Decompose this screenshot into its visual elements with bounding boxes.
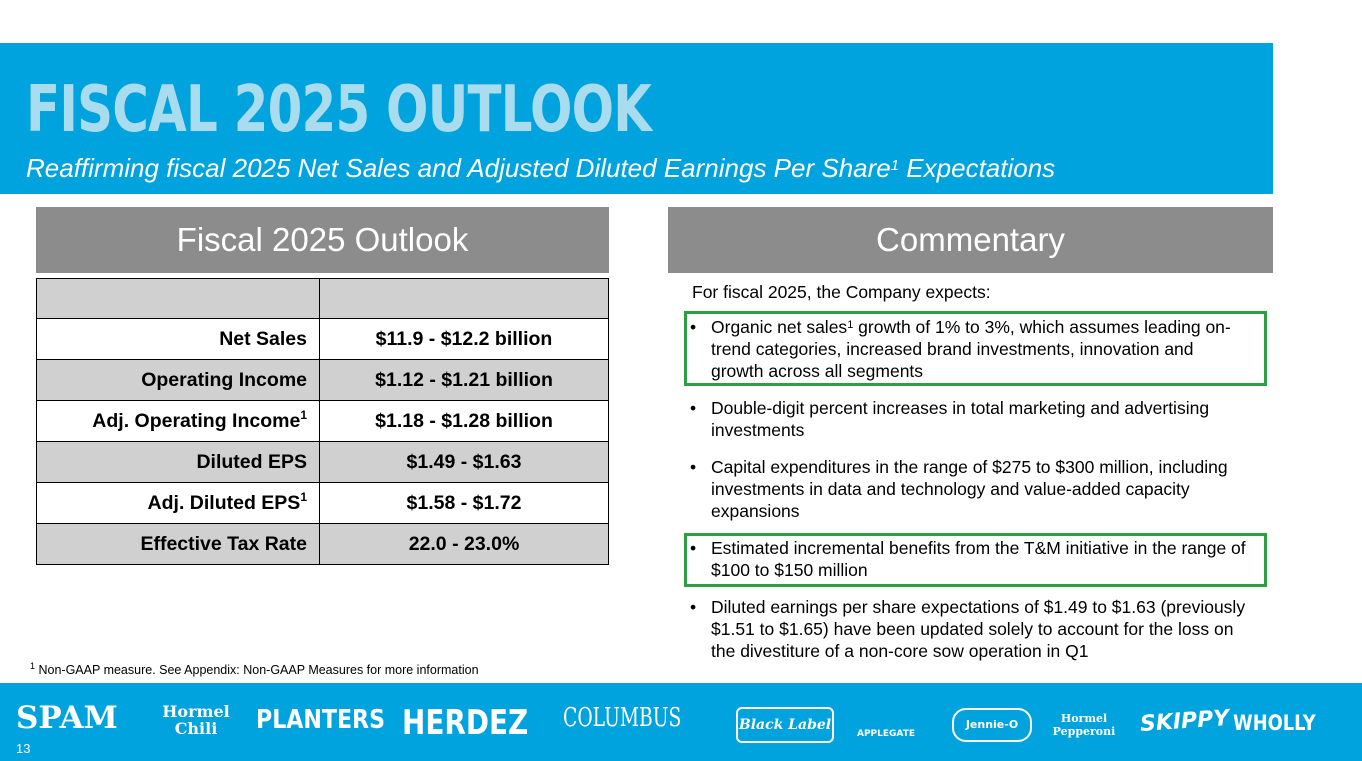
footnote-marker: 1 — [30, 661, 36, 671]
row-value: $1.18 - $1.28 billion — [319, 400, 609, 442]
planters-logo: PLANTERS — [256, 705, 385, 735]
table-row: Operating Income $1.12 - $1.21 billion — [36, 359, 609, 401]
herdez-logo: HERDEZ — [402, 703, 529, 743]
outlook-table: Net Sales $11.9 - $12.2 billion Operatin… — [36, 278, 609, 565]
table-header-row — [36, 278, 609, 319]
black-label-logo: Black Label — [736, 707, 834, 743]
bullet-text: Double-digit percent increases in total … — [711, 398, 1210, 440]
subtitle-text-end: Expectations — [899, 153, 1056, 183]
commentary-bullet: • Capital expenditures in the range of $… — [690, 456, 1250, 522]
highlight-box-tm-benefits — [684, 533, 1267, 587]
bullet-marker: • — [690, 398, 697, 418]
table-row: Adj. Diluted EPS1 $1.58 - $1.72 — [36, 482, 609, 524]
footnote-text: Non-GAAP measure. See Appendix: Non-GAAP… — [35, 663, 479, 678]
commentary-bullet: • Estimated incremental benefits from th… — [690, 537, 1250, 581]
table-row: Effective Tax Rate 22.0 - 23.0% — [36, 523, 609, 565]
bullet-marker: • — [690, 597, 697, 617]
commentary-bullet: • Double-digit percent increases in tota… — [690, 397, 1250, 441]
bullet-text: Organic net sales1 growth of 1% to 3%, w… — [711, 317, 1231, 381]
spam-logo: SPAM — [16, 700, 118, 736]
page-subtitle: Reaffirming fiscal 2025 Net Sales and Ad… — [26, 150, 1266, 186]
jennie-o-logo: Jennie-O — [952, 708, 1032, 742]
row-value: $1.58 - $1.72 — [319, 482, 609, 524]
commentary-intro: For fiscal 2025, the Company expects: — [692, 282, 991, 302]
footnote: 1 Non-GAAP measure. See Appendix: Non-GA… — [30, 661, 479, 677]
row-label: Adj. Diluted EPS1 — [36, 482, 320, 524]
row-label: Effective Tax Rate — [36, 523, 320, 565]
row-value: $1.12 - $1.21 billion — [319, 359, 609, 401]
bullet-marker: • — [690, 317, 697, 337]
brand-logo-bar — [0, 683, 1362, 761]
page-title: FISCAL 2025 OUTLOOK — [26, 73, 652, 147]
row-label: Adj. Operating Income1 — [36, 400, 320, 442]
subtitle-text: Reaffirming fiscal 2025 Net Sales and Ad… — [26, 153, 891, 183]
header-band — [0, 43, 1273, 194]
hormel-chili-logo: Hormel Chili — [162, 702, 230, 738]
applegate-logo: APPLEGATE — [857, 729, 915, 739]
bullet-text: Diluted earnings per share expectations … — [711, 597, 1246, 661]
row-label: Operating Income — [36, 359, 320, 401]
bullet-marker: • — [690, 457, 697, 477]
table-header-cell-value — [319, 278, 609, 319]
table-row: Diluted EPS $1.49 - $1.63 — [36, 441, 609, 483]
wholly-logo: WHOLLY — [1233, 711, 1316, 735]
table-row: Adj. Operating Income1 $1.18 - $1.28 bil… — [36, 400, 609, 442]
page-number: 13 — [16, 741, 31, 756]
outlook-heading: Fiscal 2025 Outlook — [36, 207, 609, 273]
subtitle-footnote-ref: 1 — [890, 157, 900, 174]
row-value: $11.9 - $12.2 billion — [319, 318, 609, 360]
table-header-cell-label — [36, 278, 320, 319]
commentary-bullet: • Diluted earnings per share expectation… — [690, 596, 1250, 662]
bullet-text: Capital expenditures in the range of $27… — [711, 457, 1228, 521]
highlight-box-organic-sales — [684, 311, 1267, 386]
commentary-bullet: • Organic net sales1 growth of 1% to 3%,… — [690, 316, 1250, 382]
row-value: $1.49 - $1.63 — [319, 441, 609, 483]
row-label: Diluted EPS — [36, 441, 320, 483]
row-value: 22.0 - 23.0% — [319, 523, 609, 565]
bullet-marker: • — [690, 538, 697, 558]
hormel-pepperoni-logo: Hormel Pepperoni — [1052, 712, 1116, 738]
commentary-heading: Commentary — [668, 207, 1273, 273]
row-label: Net Sales — [36, 318, 320, 360]
table-row: Net Sales $11.9 - $12.2 billion — [36, 318, 609, 360]
bullet-text: Estimated incremental benefits from the … — [711, 538, 1246, 580]
columbus-logo: COLUMBUS — [563, 703, 682, 733]
